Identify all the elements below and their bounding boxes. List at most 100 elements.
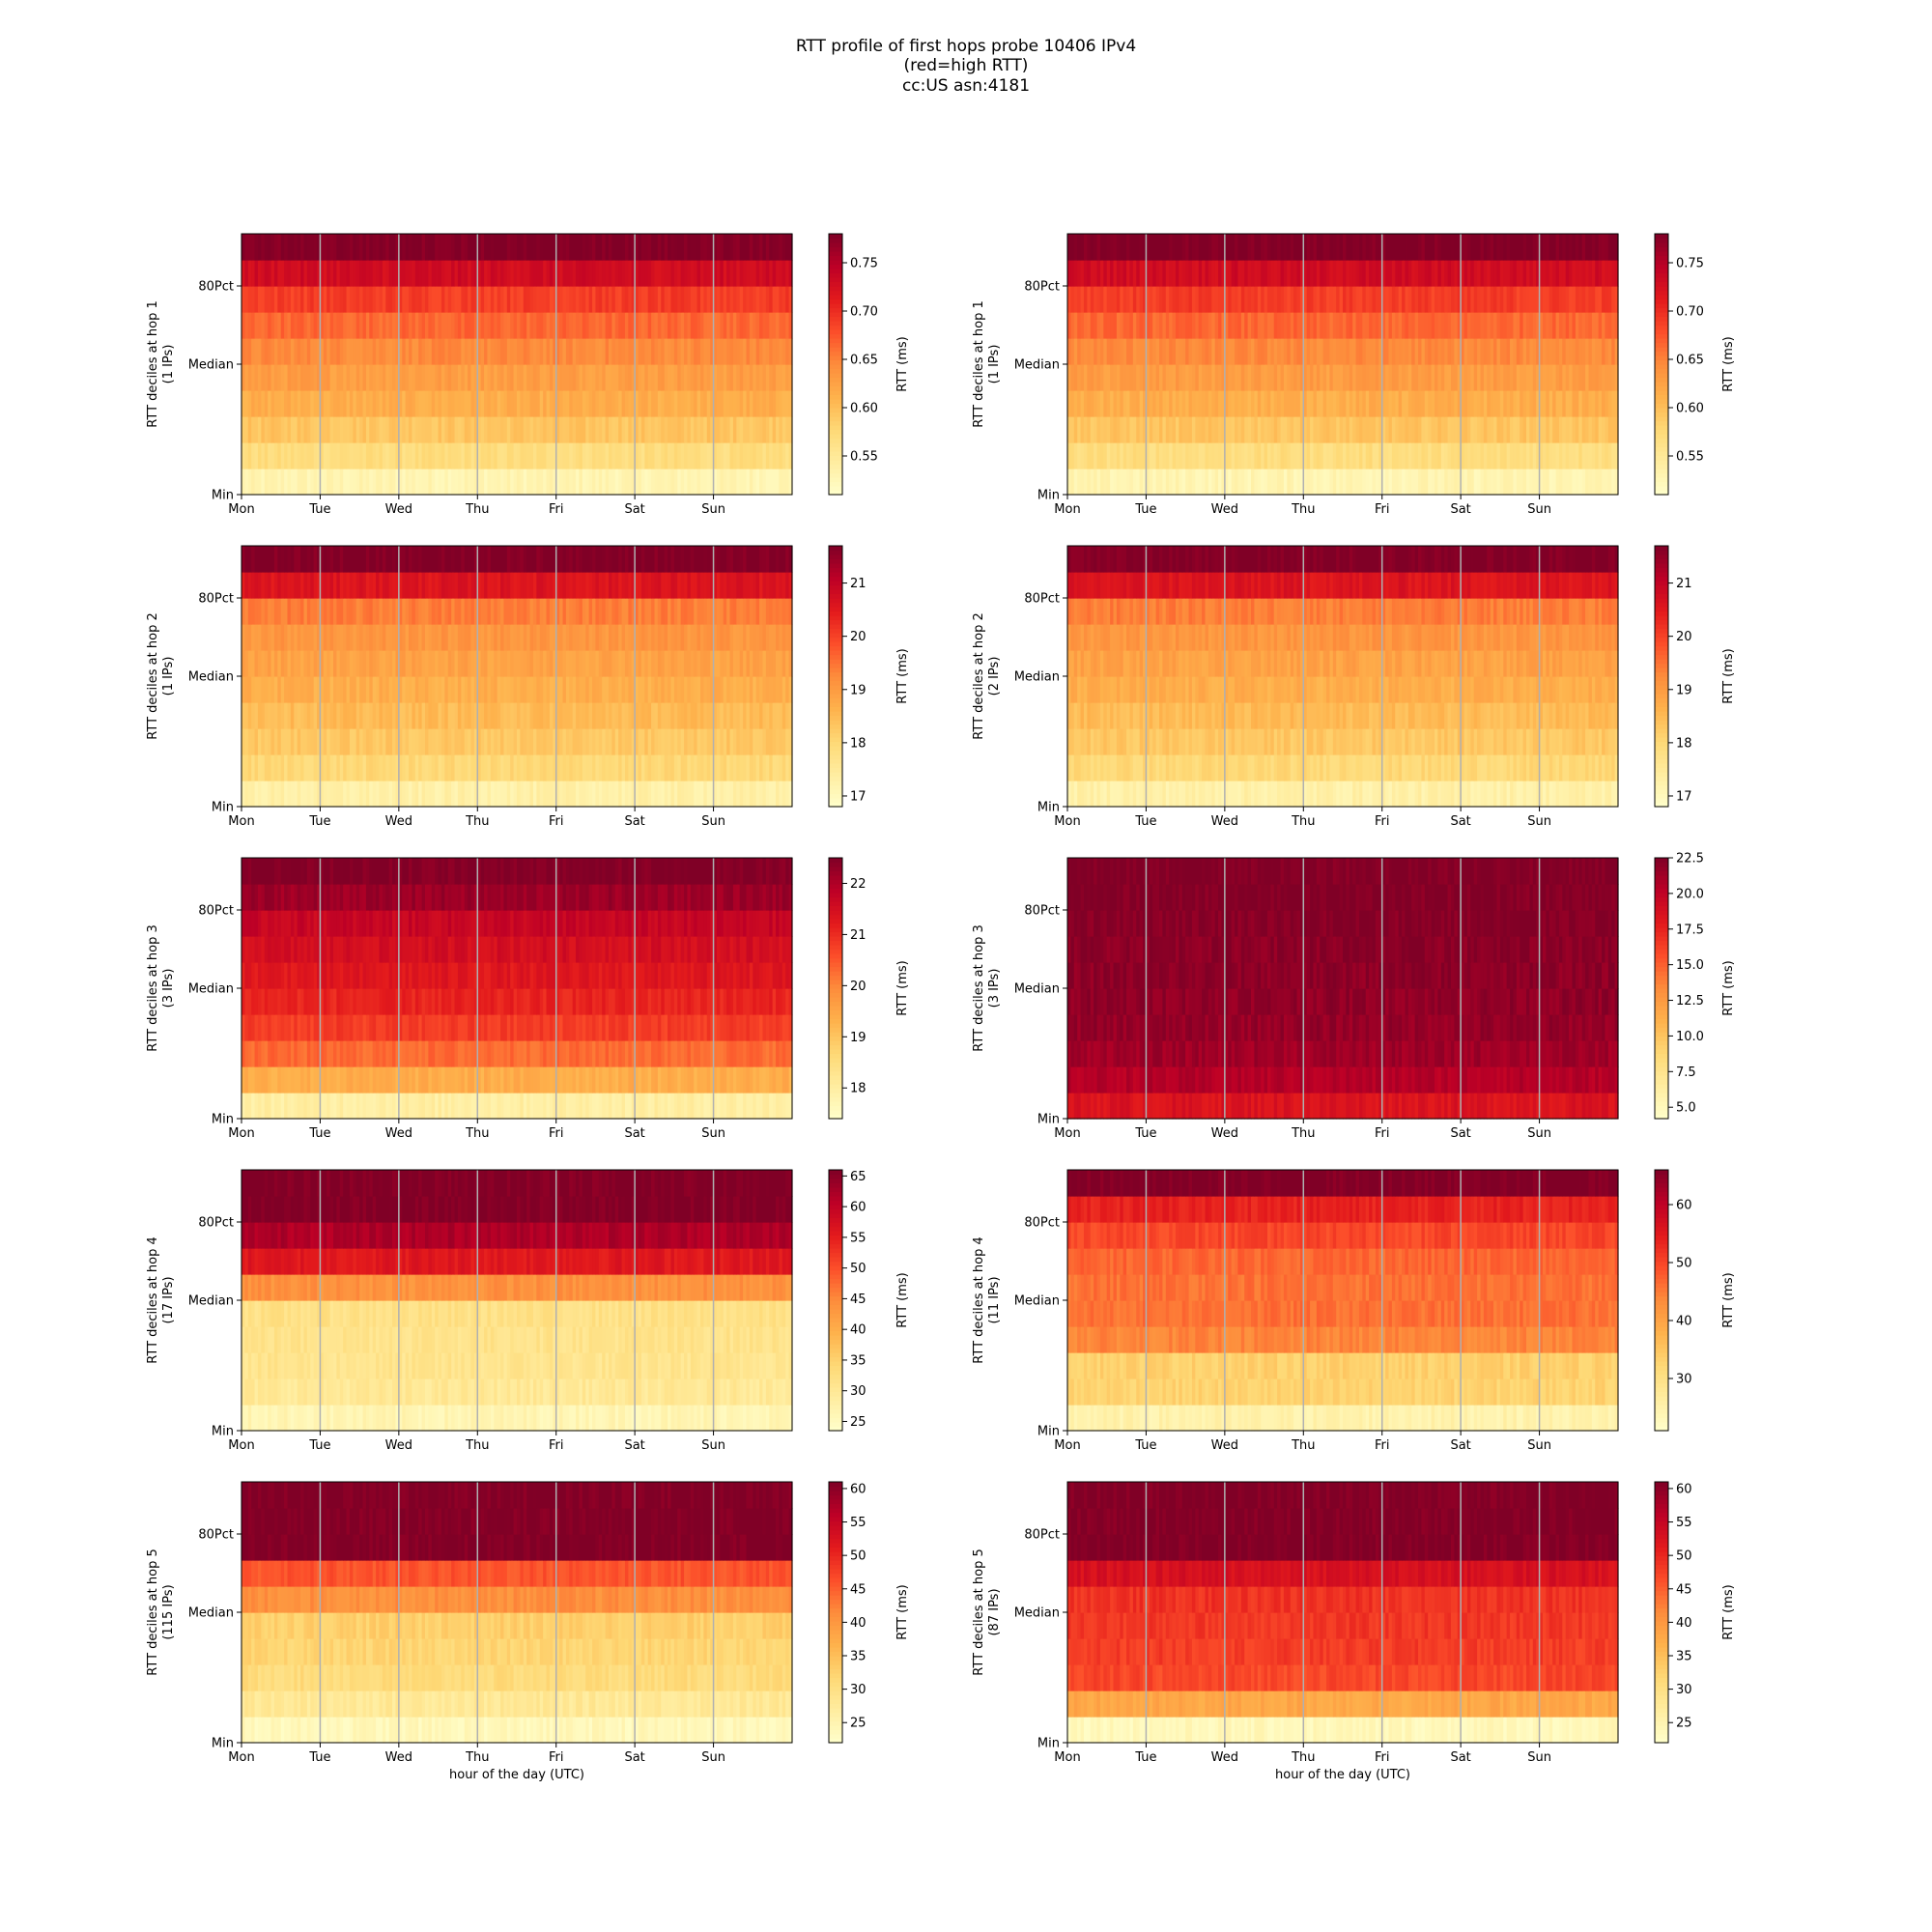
heatmap-cell — [1358, 390, 1363, 417]
heatmap-cell — [1536, 260, 1541, 287]
heatmap-cell — [631, 390, 636, 417]
heatmap-cell — [244, 234, 249, 261]
heatmap-cell — [1087, 338, 1092, 365]
heatmap-cell — [713, 754, 718, 781]
heatmap-cell — [1522, 312, 1527, 339]
heatmap-cell — [451, 442, 456, 469]
heatmap-cell — [494, 416, 498, 443]
heatmap-cell — [362, 416, 367, 443]
heatmap-cell — [687, 312, 692, 339]
heatmap-cell — [1306, 312, 1311, 339]
heatmap-cell — [1155, 469, 1160, 496]
heatmap-cell — [1240, 312, 1245, 339]
heatmap-cell — [353, 260, 357, 287]
heatmap-cell — [1320, 312, 1324, 339]
heatmap-cell — [684, 338, 689, 365]
heatmap-cell — [592, 416, 597, 443]
heatmap-cell — [749, 676, 753, 703]
heatmap-cell — [297, 234, 301, 261]
heatmap-cell — [743, 390, 748, 417]
heatmap-cell — [755, 442, 760, 469]
heatmap-cell — [1257, 390, 1262, 417]
heatmap-cell — [510, 234, 515, 261]
heatmap-cell — [435, 312, 440, 339]
heatmap-cell — [451, 416, 456, 443]
heatmap-cell — [468, 286, 472, 313]
heatmap-cell — [1339, 390, 1344, 417]
heatmap-cell — [1532, 416, 1537, 443]
heatmap-cell — [1313, 338, 1318, 365]
heatmap-cell — [543, 624, 548, 651]
colorbar-frame — [828, 233, 843, 496]
heatmap-cell — [251, 728, 256, 755]
heatmap-cell — [1588, 390, 1593, 417]
heatmap-cell — [484, 754, 489, 781]
heatmap-cell — [1595, 260, 1600, 287]
heatmap-cell — [1235, 416, 1239, 443]
heatmap-cell — [1067, 364, 1071, 391]
heatmap-cell — [776, 260, 781, 287]
heatmap-cell — [477, 728, 482, 755]
heatmap-cell — [320, 312, 325, 339]
heatmap-cell — [487, 364, 492, 391]
heatmap-cell — [1231, 364, 1236, 391]
heatmap-cell — [1365, 390, 1370, 417]
heatmap-cell — [644, 416, 649, 443]
heatmap-cell — [359, 469, 364, 496]
heatmap-cell — [510, 650, 515, 677]
heatmap-cell — [1578, 390, 1583, 417]
heatmap-cell — [1522, 469, 1527, 496]
heatmap-cell — [1496, 260, 1501, 287]
heatmap-cell — [327, 754, 331, 781]
heatmap-cell — [703, 338, 708, 365]
heatmap-cell — [736, 781, 741, 808]
heatmap-cell — [1191, 234, 1196, 261]
heatmap-cell — [477, 364, 482, 391]
heatmap-cell — [454, 286, 459, 313]
heatmap-cell — [398, 364, 403, 391]
heatmap-cell — [611, 650, 616, 677]
heatmap-cell — [1270, 234, 1275, 261]
heatmap-cell — [513, 728, 518, 755]
heatmap-cell — [739, 312, 744, 339]
heatmap-cell — [1191, 390, 1196, 417]
heatmap-cell — [1362, 390, 1367, 417]
heatmap-cell — [1303, 234, 1308, 261]
heatmap-cell — [306, 416, 311, 443]
heatmap-cell — [336, 338, 341, 365]
heatmap-cell — [1339, 286, 1344, 313]
heatmap-cell — [1329, 286, 1334, 313]
heatmap-cell — [1261, 442, 1265, 469]
heatmap-cell — [303, 572, 308, 599]
heatmap-cell — [317, 728, 322, 755]
heatmap-cell — [513, 442, 518, 469]
heatmap-cell — [487, 650, 492, 677]
heatmap-cell — [539, 312, 544, 339]
heatmap-cell — [1198, 312, 1203, 339]
heatmap-cell — [1611, 286, 1616, 313]
heatmap-cell — [1349, 442, 1353, 469]
heatmap-cell — [1293, 416, 1298, 443]
heatmap-cell — [1094, 234, 1098, 261]
heatmap-cell — [1283, 234, 1288, 261]
heatmap-cell — [720, 390, 724, 417]
heatmap-cell — [372, 260, 377, 287]
heatmap-cell — [670, 390, 675, 417]
heatmap-cell — [343, 260, 348, 287]
heatmap-cell — [412, 442, 416, 469]
heatmap-cell — [333, 754, 337, 781]
heatmap-cell — [657, 728, 662, 755]
heatmap-cell — [1116, 338, 1121, 365]
heatmap-cell — [280, 416, 285, 443]
heatmap-cell — [1116, 312, 1121, 339]
colorbar-segment — [829, 312, 842, 318]
heatmap-cell — [1110, 338, 1115, 365]
heatmap-cell — [1552, 416, 1557, 443]
heatmap-cell — [700, 286, 704, 313]
heatmap-cell — [670, 754, 675, 781]
heatmap-cell — [598, 286, 603, 313]
heatmap-cell — [647, 390, 652, 417]
heatmap-cell — [673, 390, 678, 417]
heatmap-cell — [549, 234, 554, 261]
heatmap-cell — [640, 286, 645, 313]
